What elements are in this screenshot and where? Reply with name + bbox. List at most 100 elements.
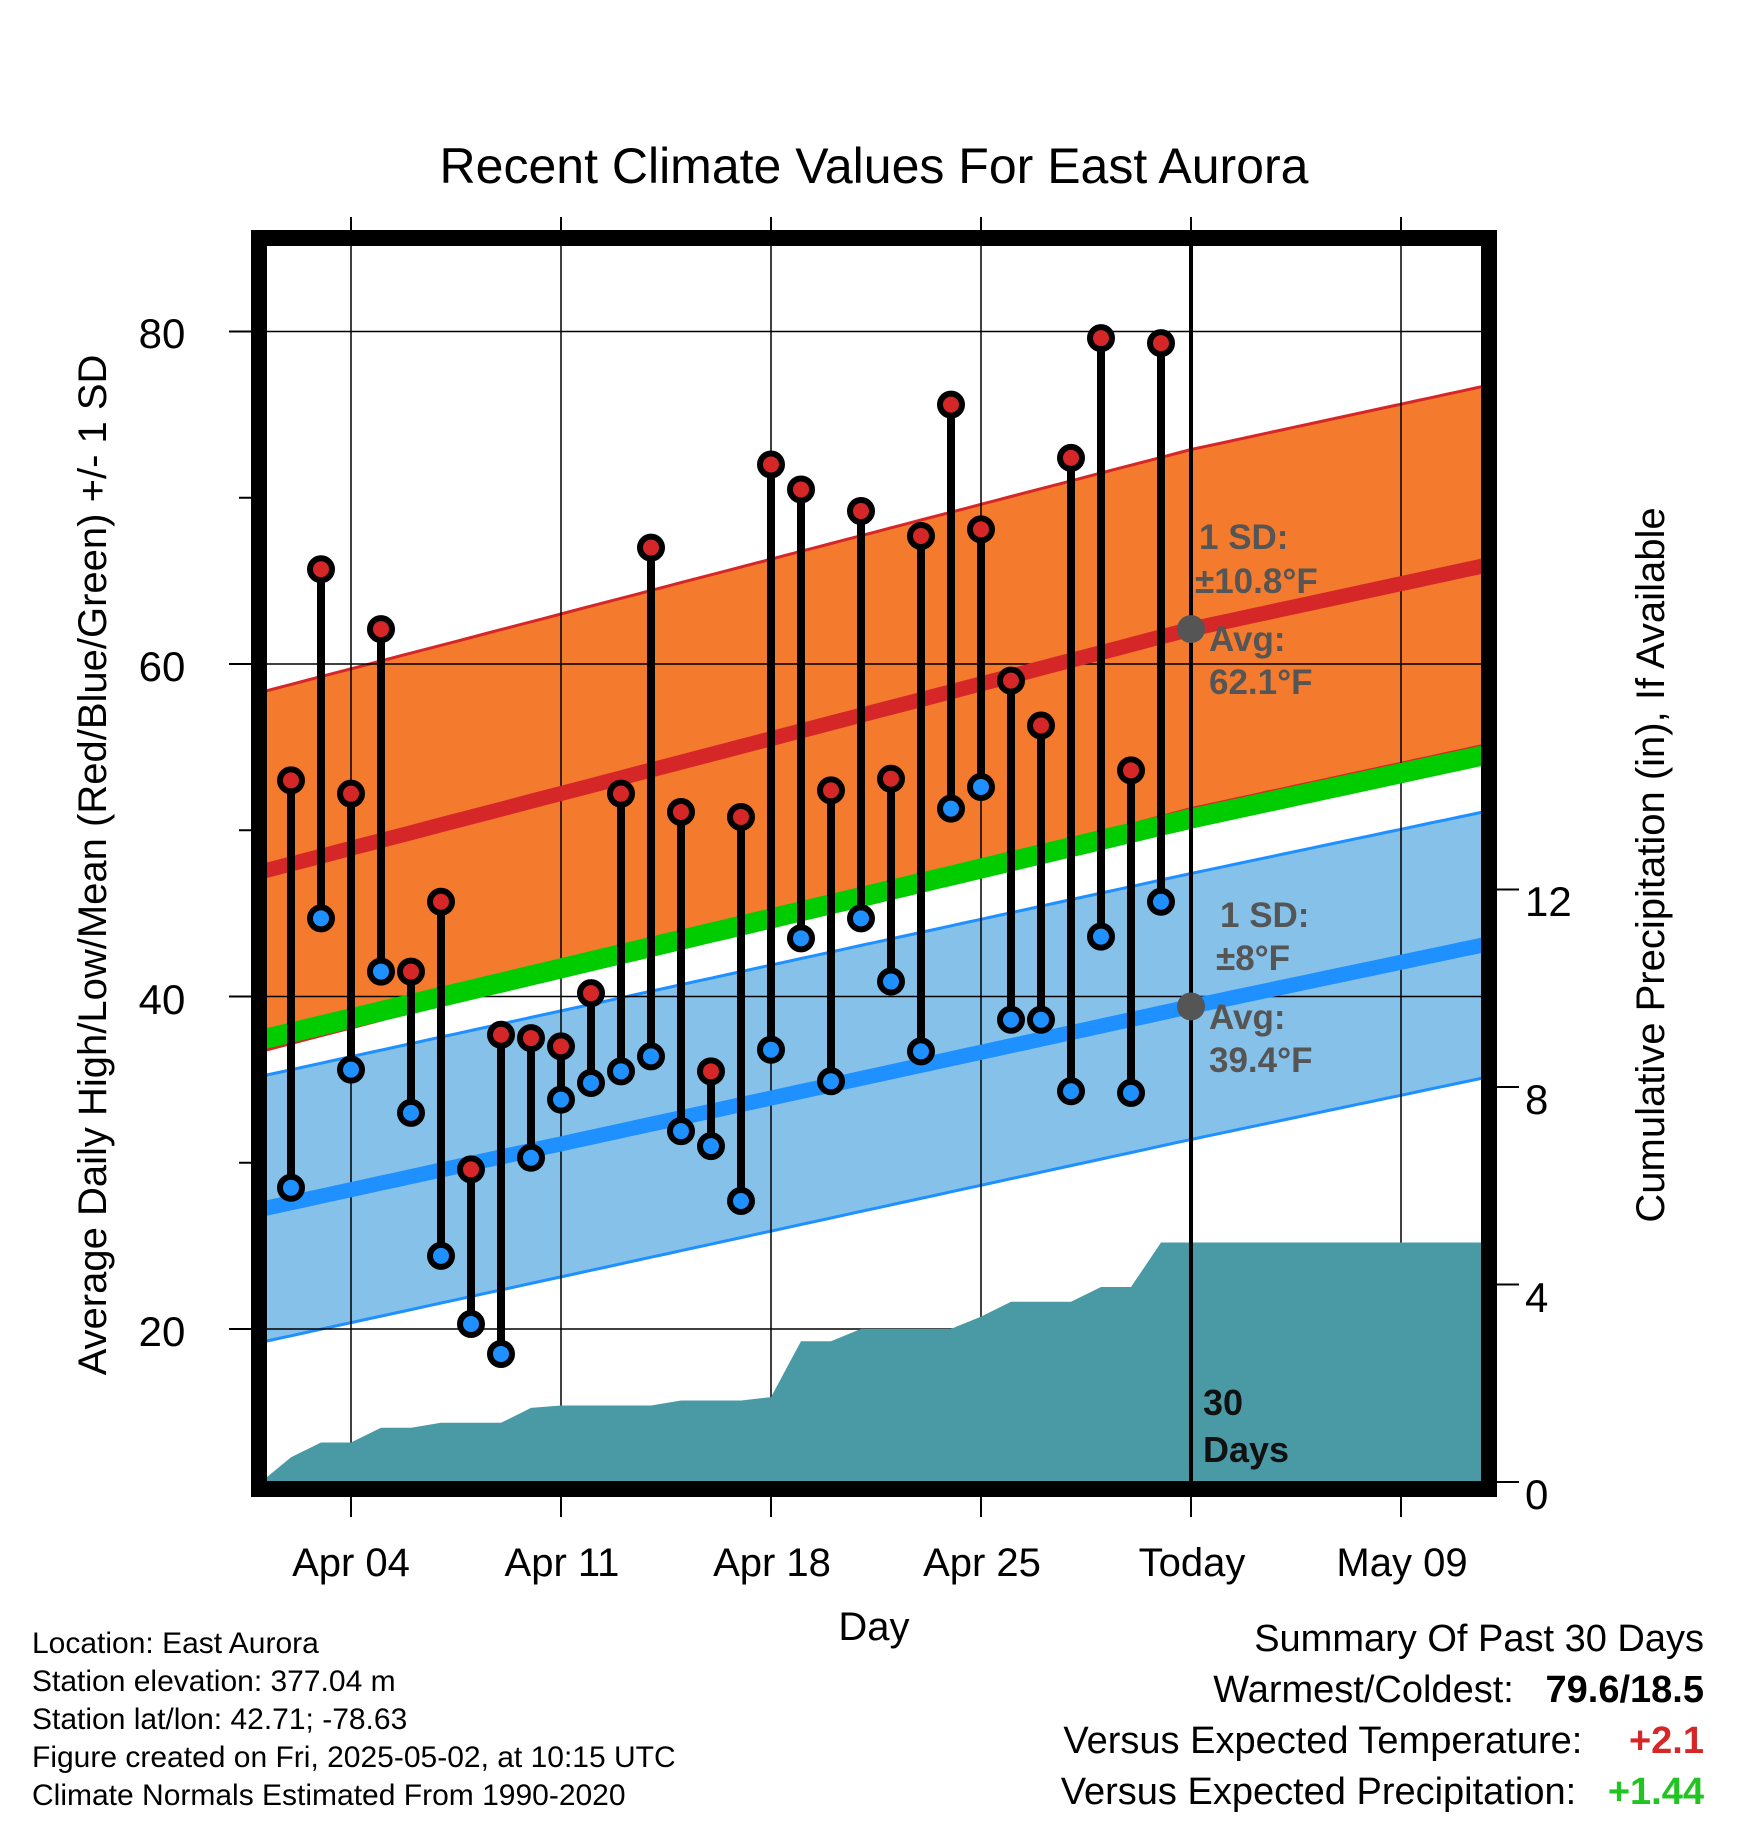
- precip-label: Versus Expected Precipitation:: [1060, 1771, 1577, 1813]
- low-point: [787, 924, 815, 953]
- high-point: [967, 515, 995, 544]
- latlon-text: Station lat/lon: 42.71; -78.63: [32, 1703, 408, 1736]
- precipitation-area: [266, 1242, 1482, 1482]
- high-sd-value: ±10.8°F: [1195, 562, 1318, 601]
- summary-panel: Summary Of Past 30 Days Warmest/Coldest:…: [1061, 1614, 1704, 1818]
- y-tick-label: 20: [139, 1308, 186, 1355]
- elevation-text: Station elevation: 377.04 m: [32, 1665, 396, 1698]
- high-point: [337, 779, 365, 808]
- low-point: [277, 1173, 305, 1202]
- y2-tick-label: 12: [1525, 878, 1572, 925]
- plot-content: [266, 245, 1482, 1482]
- low-point: [1117, 1078, 1145, 1107]
- low-point: [577, 1068, 605, 1097]
- high-point: [877, 764, 905, 793]
- low-point: [847, 904, 875, 933]
- low-point: [397, 1098, 425, 1127]
- high-point: [607, 779, 635, 808]
- axes: 20 40 60 80 0 4 8 12 Apr 04 Apr 11 Apr 1…: [71, 310, 1673, 1649]
- low-point: [427, 1241, 455, 1270]
- x-tick-label: Apr 04: [292, 1541, 410, 1585]
- created-text: Figure created on Fri, 2025-05-02, at 10…: [32, 1741, 676, 1774]
- high-point: [1117, 756, 1145, 785]
- low-point: [697, 1132, 725, 1161]
- high-point: [547, 1032, 575, 1061]
- normals-text: Climate Normals Estimated From 1990-2020: [32, 1779, 626, 1812]
- low-sd-value: ±8°F: [1216, 939, 1290, 978]
- warmest-label: Warmest/Coldest:: [1213, 1669, 1514, 1711]
- low-point: [1057, 1077, 1085, 1106]
- y-tick-label: 80: [139, 310, 186, 357]
- annotations: 1 SD: ±10.8°F Avg: 62.1°F 1 SD: ±8°F Avg…: [1195, 518, 1318, 1470]
- x-tick-label: May 09: [1336, 1541, 1467, 1585]
- low-point: [367, 957, 395, 986]
- high-sd-label: 1 SD:: [1199, 518, 1288, 557]
- low-avg-value: 39.4°F: [1209, 1041, 1313, 1080]
- low-point: [517, 1143, 545, 1172]
- y2-tick-label: 8: [1525, 1076, 1548, 1123]
- low-point: [967, 773, 995, 802]
- warmest-value: 79.6/18.5: [1545, 1669, 1704, 1711]
- high-point: [427, 887, 455, 916]
- low-avg-label: Avg:: [1209, 998, 1285, 1037]
- x-tick-label: Apr 25: [923, 1541, 1041, 1585]
- high-point: [1087, 324, 1115, 353]
- low-point: [637, 1042, 665, 1071]
- high-point: [847, 497, 875, 526]
- high-avg-value: 62.1°F: [1209, 663, 1313, 702]
- low-point: [337, 1055, 365, 1084]
- high-point: [367, 615, 395, 644]
- high-point: [1057, 443, 1085, 472]
- low-point: [607, 1057, 635, 1086]
- low-point: [457, 1310, 485, 1339]
- plot-area: [229, 217, 1519, 1517]
- high-point: [457, 1155, 485, 1184]
- low-point: [487, 1339, 515, 1368]
- high-point: [757, 450, 785, 479]
- high-point: [307, 555, 335, 584]
- temp-value: +2.1: [1628, 1720, 1704, 1762]
- low-point: [937, 794, 965, 823]
- mean-normal-line: [266, 745, 1482, 1049]
- low-point: [1027, 1005, 1055, 1034]
- x-tick-label: Today: [1139, 1541, 1246, 1585]
- temp-label: Versus Expected Temperature:: [1063, 1720, 1583, 1762]
- low-band-upper-edge: [266, 810, 1482, 1077]
- location-text: Location: East Aurora: [32, 1627, 319, 1660]
- period-unit: Days: [1203, 1429, 1289, 1470]
- low-point: [817, 1067, 845, 1096]
- period-count: 30: [1203, 1382, 1243, 1423]
- y-tick-label: 60: [139, 643, 186, 690]
- high-point: [517, 1024, 545, 1053]
- today-high-normal-marker: [1177, 615, 1205, 644]
- high-point: [667, 797, 695, 826]
- low-point: [667, 1117, 695, 1146]
- high-point: [487, 1020, 515, 1049]
- low-point: [997, 1005, 1025, 1034]
- high-point: [577, 979, 605, 1008]
- low-point: [727, 1186, 755, 1215]
- low-point: [877, 967, 905, 996]
- x-axis-label: Day: [838, 1605, 909, 1649]
- low-sd-label: 1 SD:: [1220, 896, 1309, 935]
- summary-title: Summary Of Past 30 Days: [1254, 1618, 1704, 1660]
- high-point: [637, 533, 665, 562]
- low-point: [307, 904, 335, 933]
- high-point: [1027, 711, 1055, 740]
- y2-tick-label: 4: [1525, 1274, 1548, 1321]
- y-tick-label: 40: [139, 976, 186, 1023]
- today-low-normal-marker: [1177, 992, 1205, 1021]
- high-avg-label: Avg:: [1209, 620, 1285, 659]
- precip-value: +1.44: [1607, 1771, 1704, 1813]
- high-point: [817, 776, 845, 805]
- x-tick-label: Apr 18: [713, 1541, 831, 1585]
- plot-frame: [251, 230, 1497, 1497]
- high-point: [997, 666, 1025, 695]
- y2-axis-label: Cumulative Precipitation (in), If Availa…: [1629, 507, 1673, 1222]
- high-band-upper-edge: [266, 385, 1482, 693]
- summary-temp-row: Versus Expected Temperature: +2.1: [1061, 1716, 1704, 1767]
- station-info: Location: East Aurora Station elevation:…: [32, 1625, 676, 1815]
- low-point: [757, 1035, 785, 1064]
- high-point: [277, 766, 305, 795]
